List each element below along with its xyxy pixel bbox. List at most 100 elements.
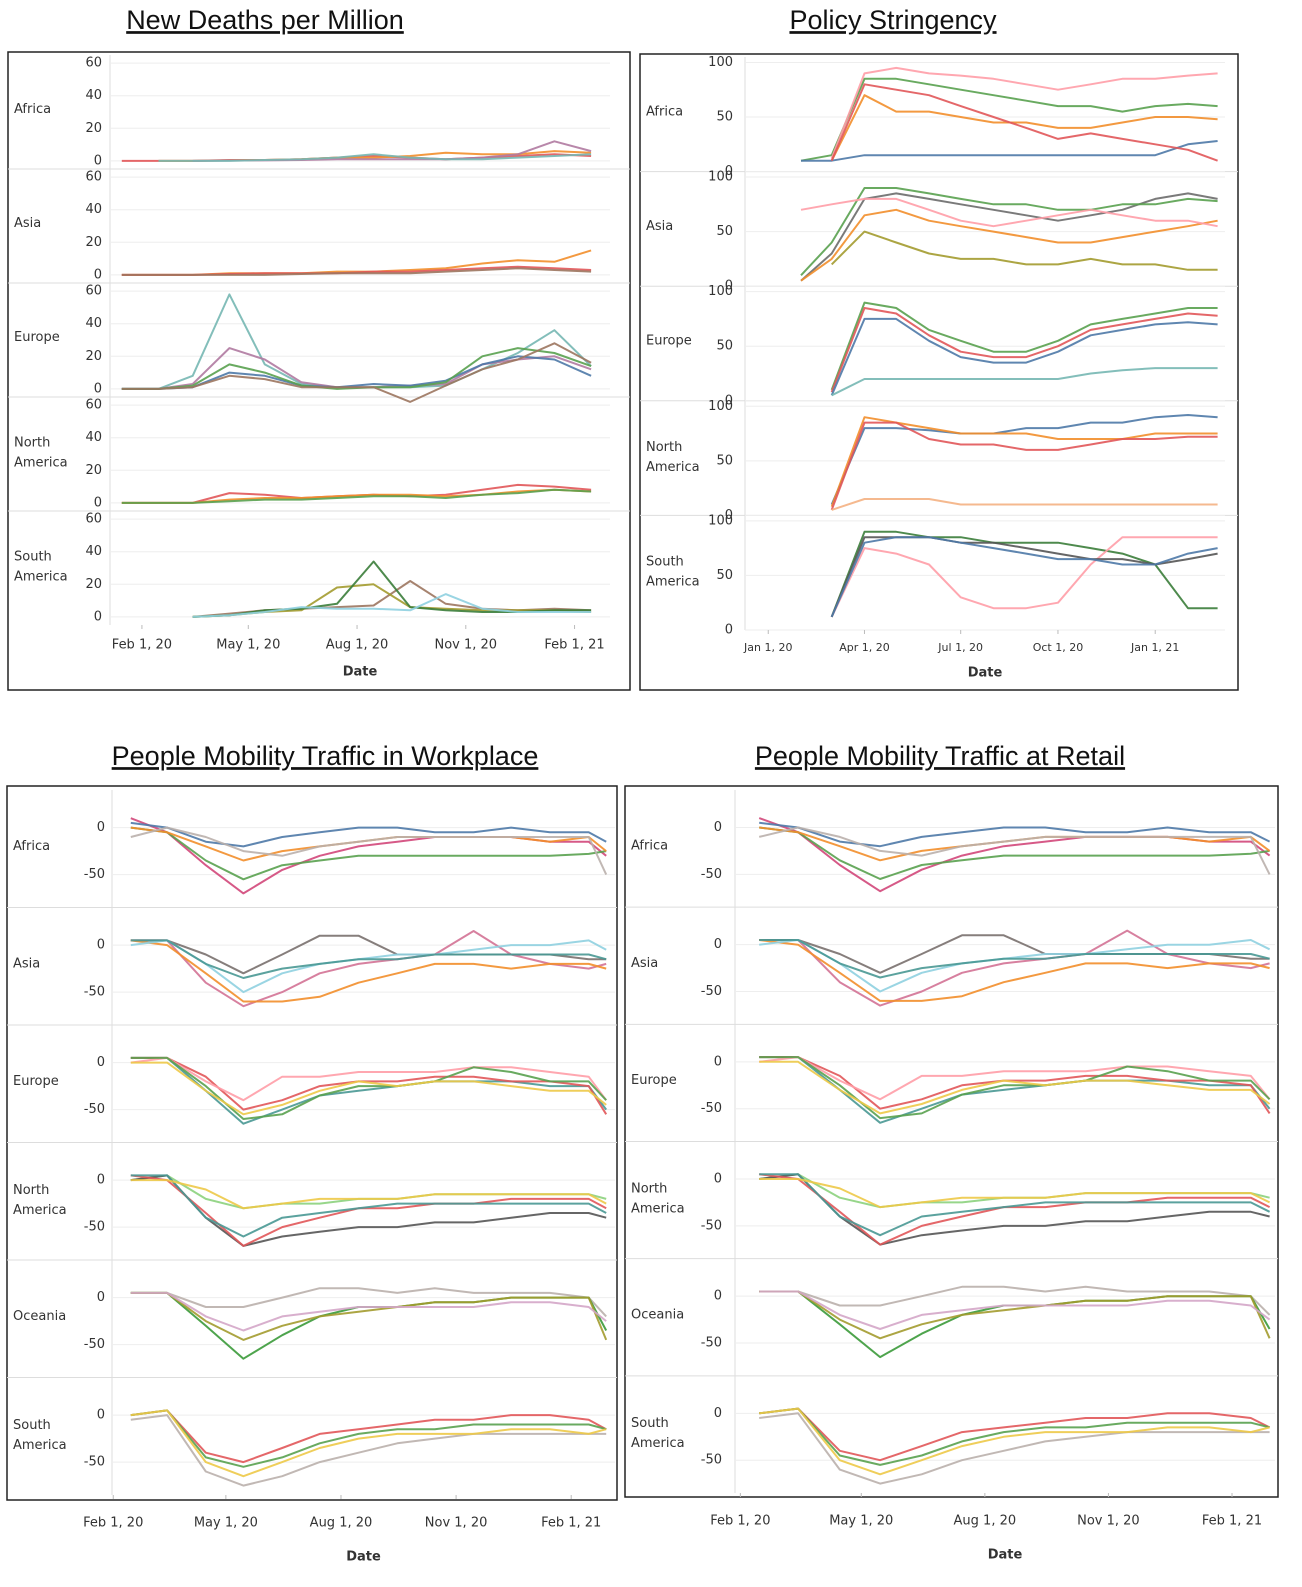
y-tick-label: 40 [85,544,102,559]
panel-label: Asia [646,219,673,234]
y-tick-label: 50 [716,224,733,239]
y-tick-label: 40 [85,88,102,103]
series-line [130,1179,607,1210]
y-tick-label: -50 [84,1220,105,1235]
y-tick-label: 20 [85,463,102,478]
series-line [759,939,1271,993]
series-line [121,249,592,276]
x-tick-label: Jul 1, 20 [937,641,983,654]
series-line [800,187,1218,276]
y-tick-label: 20 [85,121,102,136]
panel-label: Europe [646,334,692,349]
x-tick-label: Feb 1, 20 [83,1516,143,1531]
x-tick-label: Jan 1, 21 [1130,641,1179,654]
series-line [759,929,1270,1007]
y-tick-label: 20 [85,235,102,250]
series-line [758,826,1271,875]
series-line [800,197,1218,228]
series-line [759,826,1270,880]
series-line [759,1407,1271,1462]
x-axis-title: Date [988,1548,1023,1563]
panel-label: Asia [14,216,41,231]
x-tick-label: Feb 1, 20 [112,638,172,653]
series-line [130,1409,607,1468]
series-line [192,593,592,618]
y-tick-label: 0 [97,1055,105,1070]
y-tick-label: 0 [714,1171,722,1186]
y-tick-label: 100 [708,284,733,299]
series-line [130,1061,607,1116]
series-line [121,347,592,390]
series-line [759,939,1270,979]
series-line [759,1056,1271,1114]
x-tick-label: Nov 1, 20 [425,1516,488,1531]
y-tick-label: -50 [701,1101,722,1116]
x-tick-label: Feb 1, 21 [541,1516,601,1531]
series-line [121,293,592,390]
series-line [759,1173,1271,1246]
x-tick-label: Feb 1, 20 [710,1514,770,1529]
panel-label: South America [631,1416,685,1451]
y-tick-label: 0 [94,267,102,282]
series-line [158,153,592,162]
chart-title: People Mobility Traffic at Retail [755,741,1125,771]
series-line [130,939,607,979]
x-tick-label: Apr 1, 20 [839,641,890,654]
series-line [130,1409,607,1478]
series-line [830,66,1218,159]
y-tick-label: 60 [85,56,102,71]
series-line [130,1414,607,1487]
x-tick-label: Nov 1, 20 [434,638,497,653]
series-line [759,1412,1270,1485]
y-tick-label: 60 [85,398,102,413]
series-line [759,939,1270,1002]
x-tick-label: May 1, 20 [829,1514,893,1529]
y-tick-label: 50 [716,339,733,354]
chart-frame [7,51,631,691]
y-tick-label: -50 [701,984,722,999]
series-line [130,1056,608,1115]
x-tick-label: Feb 1, 21 [1202,1514,1262,1529]
y-tick-label: 0 [725,623,733,638]
chart-title: Policy Stringency [789,5,997,35]
y-tick-label: 0 [97,1408,105,1423]
series-line [830,83,1218,162]
panel-label: Africa [14,102,51,117]
panel-label: Asia [631,956,658,971]
series-line [130,939,607,1003]
panel-label: Europe [631,1073,677,1088]
x-tick-label: Oct 1, 20 [1033,641,1084,654]
panel-label: North America [13,1182,67,1217]
y-tick-label: 60 [85,284,102,299]
x-axis-title: Date [346,1550,381,1565]
series-line [830,414,1218,505]
chart-title: New Deaths per Million [126,5,404,35]
x-tick-label: Feb 1, 21 [544,638,604,653]
y-tick-label: 0 [714,1054,722,1069]
panel-label: Africa [13,839,50,854]
series-line [130,1291,608,1341]
y-tick-label: 100 [708,55,733,70]
x-axis-title: Date [343,665,378,680]
y-tick-label: -50 [701,1218,722,1233]
y-tick-label: 0 [94,381,102,396]
panel-label: Africa [631,839,668,854]
series-line [830,230,1218,271]
series-line [759,1407,1270,1466]
y-tick-label: -50 [701,1453,722,1468]
y-tick-label: 20 [85,577,102,592]
y-tick-label: 60 [85,170,102,185]
series-line [121,483,592,504]
series-line [759,1178,1271,1209]
series-line [130,1287,607,1318]
y-tick-label: -50 [84,867,105,882]
series-line [130,821,607,848]
y-tick-label: 0 [94,609,102,624]
series-line [830,536,1218,618]
x-axis-title: Date [968,666,1003,681]
series-line [759,1290,1271,1340]
series-line [130,1174,607,1247]
series-line [121,342,592,403]
series-line [831,498,1218,511]
